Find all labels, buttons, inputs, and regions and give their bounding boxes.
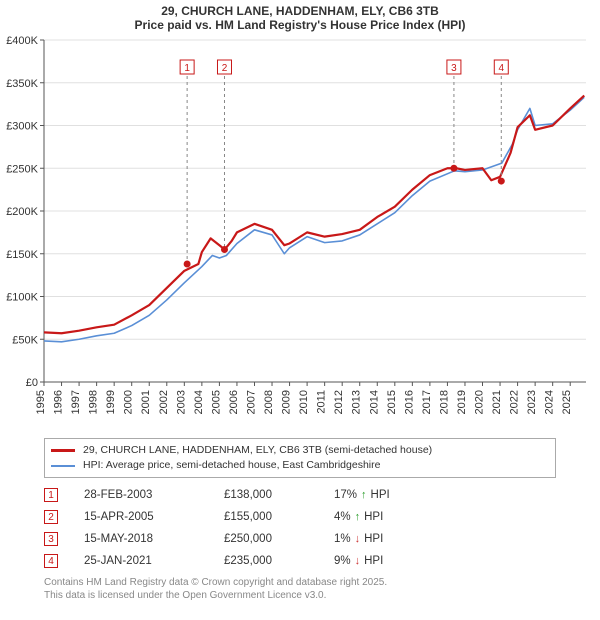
sale-diff: 1% ↓HPI [334,533,454,545]
sale-date: 15-APR-2005 [84,511,224,523]
title: 29, CHURCH LANE, HADDENHAM, ELY, CB6 3TB [0,4,600,18]
sale-date: 15-MAY-2018 [84,533,224,545]
legend-label: 29, CHURCH LANE, HADDENHAM, ELY, CB6 3TB… [83,443,432,458]
svg-text:2021: 2021 [491,390,503,414]
sale-diff-suffix: HPI [371,489,390,501]
svg-text:2013: 2013 [351,390,363,414]
svg-text:2003: 2003 [175,390,187,414]
svg-text:2002: 2002 [158,390,170,414]
svg-text:£250K: £250K [6,163,38,175]
svg-text:2001: 2001 [140,390,152,414]
svg-text:£150K: £150K [6,249,38,261]
chart-container: £0 £50K £100K £150K £200K £250K £300K £350K £400… [0,32,600,432]
svg-text:1999: 1999 [105,390,117,414]
sale-row: 3 15-MAY-2018£250,0001% ↓HPI [44,528,556,550]
sale-diff: 17% ↑ HPI [334,489,454,501]
svg-text:2019: 2019 [456,390,468,414]
sale-row: 1 28-FEB-2003£138,00017% ↑ HPI [44,484,556,506]
price-chart: £0 £50K £100K £150K £200K £250K £300K £350K £400… [0,32,600,432]
svg-text:2025: 2025 [561,390,573,414]
svg-text:1997: 1997 [70,390,82,414]
sale-diff-suffix: HPI [364,511,383,523]
svg-text:3: 3 [451,63,457,74]
svg-text:2014: 2014 [368,390,380,414]
svg-text:1: 1 [184,63,190,74]
svg-text:2009: 2009 [281,390,293,414]
legend-item: HPI: Average price, semi-detached house,… [51,458,549,473]
sales-table: 128-FEB-2003£138,00017%↑HPI215-APR-2005£… [44,484,556,572]
sale-row: 4 25-JAN-2021£235,0009% ↓HPI [44,550,556,572]
sale-diff: 4% ↑HPI [334,511,454,523]
legend-label: HPI: Average price, semi-detached house,… [83,458,380,473]
svg-text:2010: 2010 [298,390,310,414]
svg-text:2012: 2012 [333,390,345,414]
legend-swatch [51,449,75,452]
sale-marker: 1 [44,488,58,502]
svg-text:2007: 2007 [245,390,257,414]
svg-text:2015: 2015 [386,390,398,414]
svg-text:2006: 2006 [228,390,240,414]
sale-diff-pct: 4% [334,511,351,523]
sale-price: £250,000 [224,533,334,545]
sale-diff-suffix: HPI [364,555,383,567]
svg-text:2005: 2005 [210,390,222,414]
arrow-icon: ↑ [355,511,361,523]
svg-text:£200K: £200K [6,206,38,218]
svg-text:£50K: £50K [12,334,38,346]
attribution-line-2: This data is licensed under the Open Gov… [44,589,556,602]
svg-text:1996: 1996 [53,390,65,414]
legend-swatch [51,465,75,467]
sale-marker: 3 [44,532,58,546]
svg-text:2020: 2020 [474,390,486,414]
attribution: Contains HM Land Registry data © Crown c… [44,576,556,602]
legend: 29, CHURCH LANE, HADDENHAM, ELY, CB6 3TB… [44,438,556,478]
svg-text:2023: 2023 [526,390,538,414]
sale-price: £138,000 [224,489,334,501]
sale-row: 2 15-APR-2005£155,0004% ↑HPI [44,506,556,528]
svg-text:£100K: £100K [6,292,38,304]
svg-text:£300K: £300K [6,121,38,133]
arrow-icon: ↑ [361,489,367,501]
svg-text:2008: 2008 [263,390,275,414]
legend-item: 29, CHURCH LANE, HADDENHAM, ELY, CB6 3TB… [51,443,549,458]
svg-text:£400K: £400K [6,35,38,47]
chart-header: 29, CHURCH LANE, HADDENHAM, ELY, CB6 3TB… [0,0,600,32]
svg-text:2: 2 [222,63,228,74]
svg-text:2018: 2018 [438,390,450,414]
sale-diff-pct: 17% [334,489,357,501]
sale-marker: 2 [44,510,58,524]
sale-diff: 9% ↓HPI [334,555,454,567]
svg-text:1995: 1995 [35,390,47,414]
svg-text:4: 4 [498,63,504,74]
sale-marker: 4 [44,554,58,568]
sale-price: £155,000 [224,511,334,523]
svg-text:£350K: £350K [6,78,38,90]
svg-text:2022: 2022 [509,390,521,414]
svg-text:2000: 2000 [123,390,135,414]
subtitle: Price paid vs. HM Land Registry's House … [0,18,600,32]
svg-text:1998: 1998 [88,390,100,414]
sale-date: 28-FEB-2003 [84,489,224,501]
svg-text:2011: 2011 [316,390,328,414]
svg-text:2004: 2004 [193,390,205,414]
attribution-line-1: Contains HM Land Registry data © Crown c… [44,576,556,589]
svg-text:£0: £0 [26,377,38,389]
svg-text:2016: 2016 [403,390,415,414]
sale-date: 25-JAN-2021 [84,555,224,567]
arrow-icon: ↓ [355,533,361,545]
svg-text:2017: 2017 [421,390,433,414]
svg-text:2024: 2024 [544,390,556,414]
sale-diff-pct: 1% [334,533,351,545]
sale-price: £235,000 [224,555,334,567]
arrow-icon: ↓ [355,555,361,567]
sale-diff-pct: 9% [334,555,351,567]
sale-diff-suffix: HPI [364,533,383,545]
